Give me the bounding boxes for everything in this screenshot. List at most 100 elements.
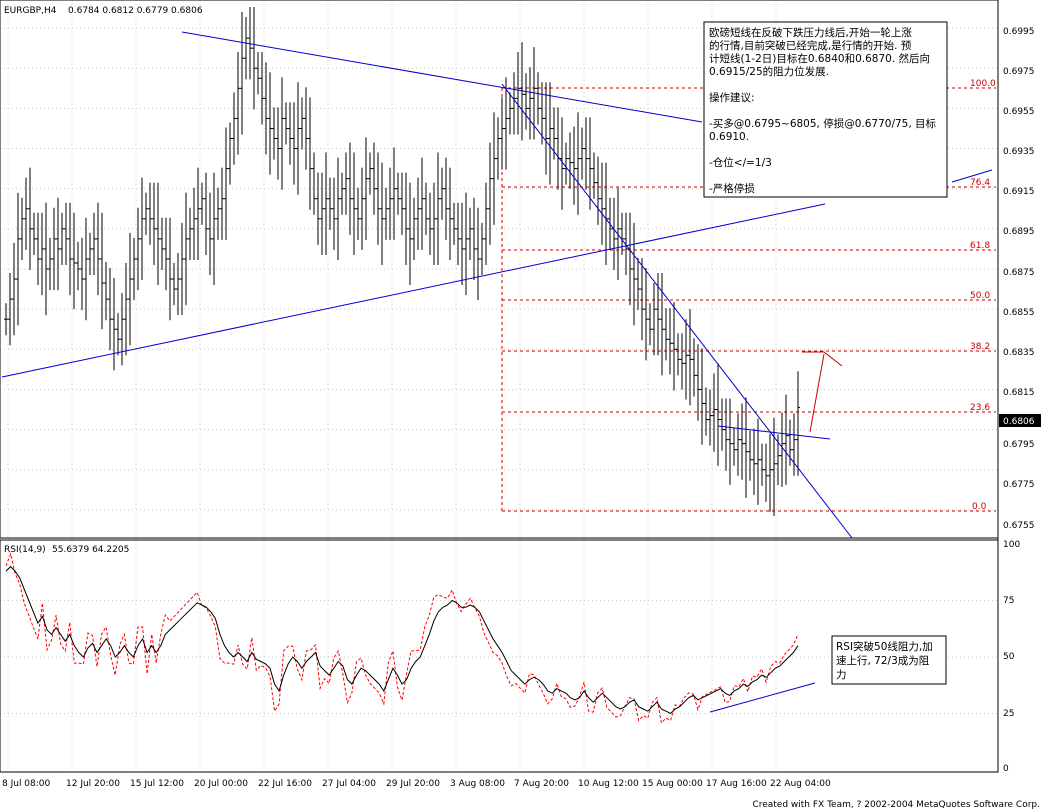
time-tick-label: 15 Jul 12:00 — [130, 779, 184, 789]
fib-level-label: 50.0 — [970, 291, 990, 301]
rsi-header-label: RSI(14,9) — [4, 545, 46, 555]
price-bar — [84, 217, 88, 321]
fib-level-label: 76.4 — [970, 178, 990, 188]
upper-trendline-extension — [951, 169, 993, 183]
price-tick-label: 0.6815 — [1003, 388, 1035, 398]
price-bar — [396, 172, 400, 215]
price-bar — [80, 237, 84, 311]
price-bar — [444, 157, 448, 240]
price-bar — [212, 172, 216, 286]
price-bar — [244, 17, 248, 80]
price-bar — [500, 97, 504, 170]
price-bar — [68, 202, 72, 296]
price-bar — [76, 241, 80, 291]
rsi-trendline — [709, 682, 816, 713]
price-bar — [536, 72, 540, 125]
price-bar — [568, 132, 572, 189]
price-bar — [324, 152, 328, 255]
price-bar — [376, 152, 380, 245]
price-bar — [276, 107, 280, 180]
rsi-note-line: 速上行, 72/3成为阻 — [836, 654, 930, 667]
price-bar — [260, 52, 264, 125]
price-bar — [132, 237, 136, 301]
price-bar — [596, 156, 600, 225]
analysis-note-line: 计短线(1-2日)目标在0.6840和0.6870. 然后向 — [709, 52, 930, 65]
price-bar — [144, 192, 148, 235]
price-bar — [308, 97, 312, 210]
price-bar — [240, 12, 244, 135]
rsi-note-line: 力 — [836, 668, 847, 681]
price-bar — [440, 167, 444, 220]
trendlines — [1, 31, 993, 713]
price-bar — [300, 97, 304, 150]
current-price-label: 0.6806 — [1003, 417, 1035, 427]
price-bar — [348, 142, 352, 235]
rsi-signal-line — [5, 552, 799, 724]
price-bar — [216, 187, 220, 240]
price-bar — [740, 403, 744, 480]
price-bar — [12, 242, 16, 336]
price-bar — [96, 202, 100, 296]
price-tick-label: 0.6935 — [1003, 147, 1035, 157]
price-bar — [384, 187, 388, 240]
price-bar — [36, 212, 40, 286]
price-bar — [344, 152, 348, 215]
price-bar — [504, 77, 508, 170]
price-bar — [112, 278, 116, 371]
price-bar — [232, 92, 236, 165]
price-bar — [292, 102, 296, 185]
fib-level-label: 61.8 — [970, 241, 990, 251]
time-tick-label: 22 Jul 16:00 — [258, 779, 312, 789]
price-bar — [100, 212, 104, 330]
upper-trendline — [181, 31, 703, 123]
price-bar — [684, 319, 688, 400]
price-bar — [528, 67, 532, 140]
price-bar — [760, 443, 764, 486]
price-bar — [724, 398, 728, 471]
price-bar — [320, 172, 324, 255]
lower-trendline — [1, 203, 826, 378]
price-bar — [736, 413, 740, 476]
price-bar — [728, 398, 732, 485]
price-bar — [156, 182, 160, 286]
price-bar — [288, 102, 292, 165]
price-bar — [124, 262, 128, 356]
price-bar — [248, 6, 252, 80]
price-bar — [600, 162, 604, 245]
price-bar — [188, 207, 192, 260]
time-tick-label: 8 Jul 08:00 — [2, 779, 51, 789]
price-bar — [676, 333, 680, 376]
analysis-note-border — [703, 21, 948, 198]
price-bar — [592, 152, 596, 199]
target-arrow-head — [802, 351, 843, 367]
price-bar — [708, 389, 712, 446]
price-bar — [460, 202, 464, 286]
analysis-note-line: 操作建议: — [709, 91, 755, 104]
price-bar — [524, 73, 528, 130]
price-bar — [388, 167, 392, 240]
price-bar — [128, 232, 132, 346]
rsi-note-line: RSI突破50线阻力,加 — [836, 640, 933, 653]
price-bar — [512, 72, 516, 135]
time-tick-label: 20 Jul 00:00 — [194, 779, 248, 789]
analysis-note-line: -仓位</=1/3 — [709, 156, 772, 169]
price-bar — [748, 430, 752, 481]
rsi-main-line — [5, 565, 799, 715]
fib-level-label: 100.0 — [970, 79, 996, 89]
time-tick-labels: 8 Jul 08:00 12 Jul 20:00 15 Jul 12:00 20… — [2, 779, 831, 789]
price-bar — [56, 197, 60, 291]
price-bars — [4, 6, 800, 516]
price-bar — [712, 373, 716, 452]
price-bar — [304, 87, 308, 170]
price-bar — [16, 192, 20, 326]
price-bar — [564, 142, 568, 185]
price-tick-label: 0.6835 — [1003, 348, 1035, 358]
price-bar — [640, 257, 644, 341]
price-bar — [624, 212, 628, 276]
price-bar — [660, 273, 664, 376]
rsi-tick-label: 100 — [1003, 540, 1020, 550]
price-bar — [432, 182, 436, 265]
price-bar — [44, 202, 48, 316]
price-bar — [136, 207, 140, 291]
